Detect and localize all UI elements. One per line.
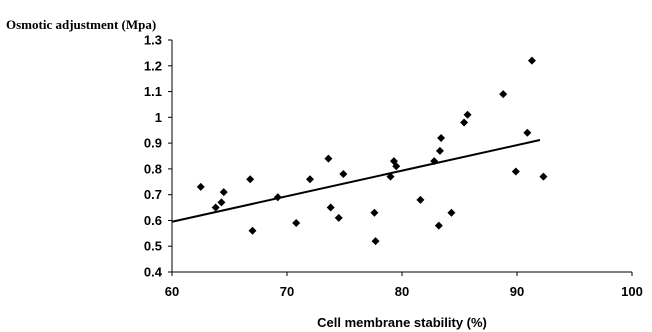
data-point xyxy=(392,162,401,171)
x-tick-label: 90 xyxy=(510,284,524,299)
data-point xyxy=(511,167,520,176)
y-tick-label: 0.4 xyxy=(144,265,163,280)
x-tick-label: 100 xyxy=(621,284,643,299)
y-tick-label: 0.8 xyxy=(144,161,162,176)
data-point xyxy=(248,226,257,235)
y-tick-label: 0.5 xyxy=(144,239,162,254)
data-point xyxy=(499,90,508,99)
y-tick-labels: 0.4 0.5 0.6 0.7 0.8 0.9 1 1.1 1.2 1.3 xyxy=(144,33,163,280)
x-tick-label: 70 xyxy=(280,284,294,299)
data-point xyxy=(447,208,456,217)
x-tick-label: 60 xyxy=(165,284,179,299)
data-point xyxy=(334,213,343,222)
data-point xyxy=(435,146,444,155)
data-point xyxy=(339,170,348,179)
y-tick-label: 0.9 xyxy=(144,136,162,151)
data-point xyxy=(211,203,220,212)
y-tick-label: 0.6 xyxy=(144,213,162,228)
data-point xyxy=(527,56,536,65)
data-point xyxy=(460,118,469,127)
y-tick-label: 1.1 xyxy=(144,84,162,99)
x-tick-label: 80 xyxy=(395,284,409,299)
data-point xyxy=(273,193,282,202)
axes xyxy=(168,39,633,276)
data-point xyxy=(437,133,446,142)
y-tick-label: 0.7 xyxy=(144,187,162,202)
data-point xyxy=(196,182,205,191)
data-point xyxy=(371,237,380,246)
trend-line-group xyxy=(171,139,541,223)
data-point xyxy=(370,208,379,217)
y-axis-title: Osmotic adjustment (Mpa) xyxy=(6,17,156,32)
data-point xyxy=(324,154,333,163)
data-point xyxy=(306,175,314,184)
data-point xyxy=(326,203,335,212)
data-point xyxy=(386,172,395,181)
data-point xyxy=(434,221,443,230)
data-point xyxy=(292,219,301,228)
data-point xyxy=(217,198,226,207)
data-point xyxy=(219,188,228,197)
data-point xyxy=(416,195,425,204)
data-point xyxy=(539,172,548,181)
y-tick-label: 1.3 xyxy=(144,33,162,48)
trend-line xyxy=(171,139,541,223)
y-tick-label: 1.2 xyxy=(144,58,162,73)
x-tick-labels: 60 70 80 90 100 xyxy=(165,284,643,299)
data-point xyxy=(430,157,439,166)
data-point xyxy=(463,110,472,119)
data-point xyxy=(246,175,255,184)
data-points xyxy=(196,56,548,246)
x-axis-title: Cell membrane stability (%) xyxy=(317,315,487,330)
y-tick-label: 1 xyxy=(155,110,162,125)
data-point xyxy=(523,128,532,137)
